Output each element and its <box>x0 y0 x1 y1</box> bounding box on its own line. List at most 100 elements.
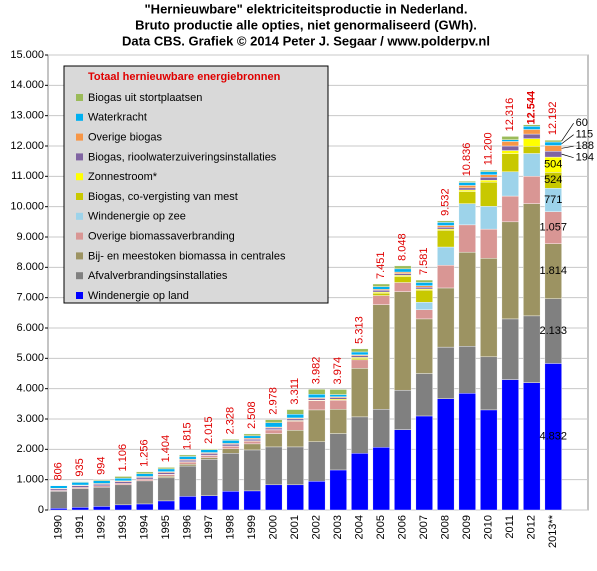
bar-segment <box>437 222 454 225</box>
bar-segment <box>394 430 411 510</box>
bar-segment <box>480 170 497 171</box>
bar-segment <box>437 399 454 510</box>
legend-swatch <box>76 272 83 279</box>
legend-swatch <box>76 153 83 160</box>
chart-subtitle: Bruto productie alle opties, niet genorm… <box>135 17 477 32</box>
bar-segment <box>523 126 540 129</box>
bar-segment <box>351 360 368 368</box>
bar-segment <box>502 151 519 154</box>
bar-segment <box>287 485 304 510</box>
bar-segment <box>502 146 519 151</box>
bar-segment <box>502 380 519 510</box>
bar-segment <box>222 453 239 491</box>
bar-segment <box>330 398 347 400</box>
bar-segment <box>416 416 433 510</box>
bar-segment <box>351 417 368 453</box>
bar-segment <box>287 414 304 418</box>
y-tick-label: 10.000 <box>10 201 44 213</box>
legend-label: Bij- en meestoken biomassa in centrales <box>88 250 286 262</box>
total-label: 2.015 <box>203 416 215 444</box>
legend-label: Biogas, rioolwaterzuiveringsinstallaties <box>88 151 277 163</box>
x-tick-label: 2010 <box>483 515 495 539</box>
y-tick-label: 9.000 <box>16 231 44 243</box>
value-label: 115 <box>576 129 594 141</box>
bar-segment <box>222 449 239 454</box>
y-tick-label: 15.000 <box>10 49 44 61</box>
total-label: 2.508 <box>246 401 258 429</box>
legend-label: Afvalverbrandingsinstallaties <box>88 270 228 282</box>
bar-segment <box>459 192 476 204</box>
bar-segment <box>437 225 454 227</box>
bar-segment <box>330 470 347 510</box>
bar-segment <box>308 410 325 442</box>
total-label: 2.328 <box>225 407 237 435</box>
bar-segment <box>502 154 519 172</box>
x-tick-label: 1995 <box>160 515 172 539</box>
bar-segment <box>222 491 239 510</box>
bar-segment <box>502 222 519 319</box>
total-label: 1.106 <box>117 444 129 472</box>
value-label: 771 <box>544 194 562 206</box>
total-label: 3.982 <box>311 357 323 385</box>
y-tick-label: 13.000 <box>10 110 44 122</box>
y-tick-label: 11.000 <box>11 170 44 182</box>
bar-segment <box>523 139 540 147</box>
bar-segment <box>72 482 89 485</box>
bar-segment <box>201 458 218 460</box>
bar-segment <box>480 258 497 357</box>
bar-segment <box>394 272 411 274</box>
bar-segment <box>459 252 476 346</box>
total-label: 5.313 <box>354 316 366 344</box>
bar-segment <box>416 282 433 285</box>
bar-segment <box>244 441 261 444</box>
legend-swatch <box>76 94 83 101</box>
bar-segment <box>50 486 67 489</box>
bar-segment <box>287 410 304 415</box>
bar-segment <box>287 419 304 421</box>
bar-segment <box>394 269 411 272</box>
bar-segment <box>308 442 325 481</box>
x-tick-label: 1991 <box>74 515 86 539</box>
bar-segment <box>480 175 497 177</box>
bar-segment <box>373 447 390 510</box>
bar-segment <box>523 146 540 153</box>
legend-swatch <box>76 114 83 121</box>
legend-label: Biogas uit stortplaatsen <box>88 92 202 104</box>
legend-label: Windenergie op zee <box>88 211 186 223</box>
bar-segment <box>201 450 218 453</box>
bar-segment <box>351 358 368 360</box>
bar-segment <box>265 447 282 485</box>
bar-segment <box>523 153 540 176</box>
bar-segment <box>201 449 218 450</box>
bar-segment <box>480 229 497 258</box>
y-tick-label: 6.000 <box>16 322 44 334</box>
legend-label: Overige biogas <box>88 132 162 144</box>
bar-segment <box>545 151 562 157</box>
bar-segment <box>179 462 196 464</box>
bar-segment <box>480 172 497 175</box>
total-label: 11.200 <box>483 132 495 165</box>
bar-segment <box>136 479 153 481</box>
bar-segment <box>93 487 110 506</box>
bar-segment <box>201 459 218 495</box>
y-tick-label: 0 <box>38 504 44 516</box>
bar-segment <box>480 206 497 229</box>
bar-segment <box>308 401 325 410</box>
bar-segment <box>351 356 368 358</box>
x-tick-label: 1990 <box>53 515 65 539</box>
value-label: 2.133 <box>539 325 567 337</box>
bar-segment <box>437 221 454 223</box>
bar-segment <box>287 421 304 430</box>
total-label: 12.544 <box>526 90 538 125</box>
bar-segment <box>158 473 175 475</box>
x-tick-label: 1992 <box>96 515 108 539</box>
x-tick-label: 2013** <box>547 514 559 548</box>
bar-segment <box>373 293 390 295</box>
bar-segment <box>480 357 497 410</box>
bar-segment <box>437 265 454 288</box>
bar-segment <box>222 440 239 443</box>
bar-segment <box>93 481 110 484</box>
bar-segment <box>502 136 519 139</box>
total-label: 7.581 <box>418 248 430 276</box>
